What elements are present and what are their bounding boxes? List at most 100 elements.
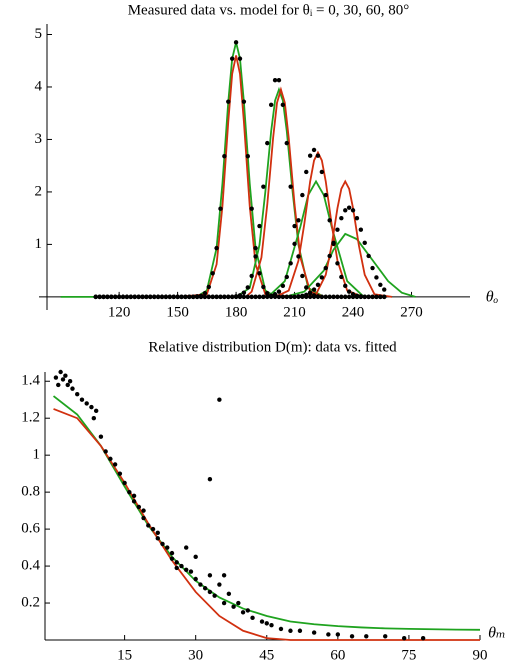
data-point: [222, 294, 227, 300]
data-point: [323, 192, 328, 198]
x-tick-label: 210: [283, 304, 306, 320]
data-point: [60, 377, 66, 382]
data-point: [319, 294, 325, 300]
y-tick-label: 1: [33, 447, 41, 463]
data-point: [288, 294, 293, 300]
data-point: [374, 294, 379, 300]
data-point: [280, 283, 286, 289]
data-point: [350, 292, 356, 297]
data-point: [259, 619, 265, 624]
data-point: [79, 397, 85, 402]
data-point: [141, 508, 146, 513]
data-point: [276, 294, 282, 300]
x-axis-label: θₒ: [486, 289, 499, 306]
data-point: [315, 282, 321, 288]
data-point: [343, 283, 348, 289]
data-point: [202, 291, 208, 296]
data-point: [221, 573, 227, 578]
data-point: [218, 206, 223, 211]
y-tick-label: 4: [35, 78, 43, 94]
data-point: [236, 600, 241, 606]
data-point: [202, 294, 208, 300]
data-point: [165, 545, 170, 550]
data-point: [253, 294, 258, 300]
data-point: [206, 284, 211, 290]
data-point: [229, 294, 235, 300]
data-point: [155, 530, 160, 535]
data-point: [288, 261, 293, 266]
data-point: [194, 294, 200, 300]
data-point: [124, 294, 130, 300]
data-point: [141, 515, 146, 521]
data-point: [297, 628, 303, 633]
model-curve: [274, 150, 364, 298]
x-tick-label: 15: [117, 647, 132, 663]
data-point: [383, 634, 388, 639]
data-point: [93, 408, 99, 414]
data-point: [53, 375, 59, 380]
data-point: [296, 294, 301, 299]
data-point: [335, 227, 340, 232]
data-point: [335, 261, 340, 266]
data-point: [257, 294, 262, 300]
data-point: [155, 536, 160, 541]
x-tick-label: 90: [473, 647, 488, 663]
data-point: [67, 379, 73, 384]
data-point: [249, 273, 254, 279]
x-axis-label: θₘ: [488, 625, 506, 642]
data-point: [327, 218, 332, 223]
data-point: [117, 471, 123, 476]
data-point: [261, 284, 266, 290]
data-point: [370, 294, 375, 300]
data-point: [179, 563, 184, 569]
data-point: [188, 569, 194, 574]
data-point: [214, 245, 219, 251]
data-point: [378, 282, 383, 288]
data-point: [300, 192, 305, 198]
data-point: [253, 254, 258, 259]
data-point: [257, 271, 262, 276]
data-point: [311, 287, 317, 292]
data-point: [167, 294, 173, 300]
data-point: [265, 291, 270, 296]
chart-title: Measured data vs. model for θᵢ = 0, 30, …: [128, 2, 410, 18]
data-point: [327, 253, 332, 259]
data-point: [420, 635, 426, 641]
data-point: [335, 632, 341, 637]
x-tick-label: 270: [400, 304, 423, 320]
data-point: [206, 294, 211, 300]
data-point: [319, 169, 325, 175]
data-point: [207, 573, 213, 578]
data-point: [207, 589, 213, 595]
data-point: [210, 271, 215, 276]
data-point: [226, 591, 232, 596]
x-tick-label: 60: [330, 647, 345, 663]
data-point: [245, 608, 251, 613]
data-point: [323, 265, 328, 271]
data-point: [269, 623, 274, 628]
data-point: [144, 294, 149, 300]
data-point: [296, 218, 301, 223]
data-point: [163, 294, 169, 300]
data-point: [339, 274, 344, 280]
data-point: [354, 215, 360, 221]
data-point: [249, 294, 254, 300]
data-point: [311, 630, 317, 635]
chart-title: Relative distribution D(m): data vs. fit…: [148, 339, 397, 355]
data-point: [296, 254, 301, 259]
data-point: [374, 275, 379, 280]
y-tick-label: 0.8: [21, 484, 40, 500]
data-point: [250, 615, 255, 621]
data-point: [218, 294, 223, 300]
data-point: [276, 289, 282, 294]
x-tick-label: 45: [259, 647, 274, 663]
y-tick-label: 0.4: [21, 558, 40, 574]
data-point: [292, 294, 297, 300]
data-point: [93, 294, 98, 300]
data-point: [136, 294, 141, 300]
data-point: [401, 635, 407, 641]
data-point: [187, 294, 192, 300]
data-point: [148, 294, 153, 300]
data-point: [202, 586, 208, 591]
data-point: [237, 294, 243, 300]
